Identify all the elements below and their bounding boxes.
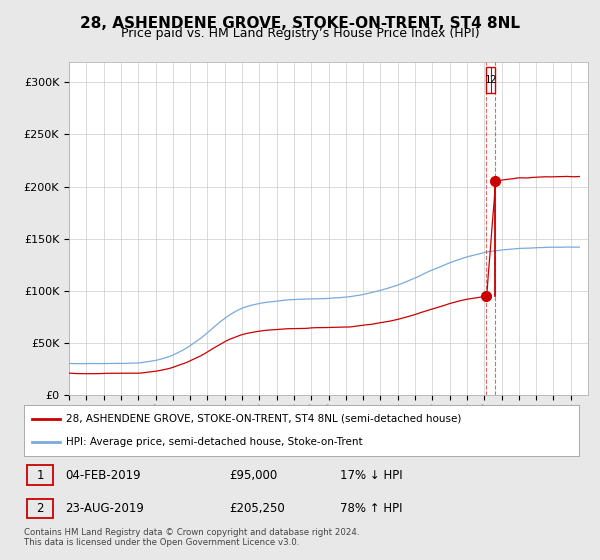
Text: Contains HM Land Registry data © Crown copyright and database right 2024.: Contains HM Land Registry data © Crown c… xyxy=(24,528,359,537)
Bar xyxy=(486,67,495,94)
Text: 04-FEB-2019: 04-FEB-2019 xyxy=(65,469,141,482)
Text: 1: 1 xyxy=(485,75,491,85)
Text: 2: 2 xyxy=(490,75,496,85)
Text: 1: 1 xyxy=(37,469,44,482)
Text: 17% ↓ HPI: 17% ↓ HPI xyxy=(340,469,403,482)
Text: HPI: Average price, semi-detached house, Stoke-on-Trent: HPI: Average price, semi-detached house,… xyxy=(65,437,362,447)
Text: 2: 2 xyxy=(37,502,44,515)
Text: 23-AUG-2019: 23-AUG-2019 xyxy=(65,502,145,515)
Bar xyxy=(27,499,53,518)
Text: 28, ASHENDENE GROVE, STOKE-ON-TRENT, ST4 8NL: 28, ASHENDENE GROVE, STOKE-ON-TRENT, ST4… xyxy=(80,16,520,31)
Bar xyxy=(27,465,53,485)
Text: Price paid vs. HM Land Registry’s House Price Index (HPI): Price paid vs. HM Land Registry’s House … xyxy=(121,27,479,40)
Text: £95,000: £95,000 xyxy=(229,469,278,482)
Text: 78% ↑ HPI: 78% ↑ HPI xyxy=(340,502,403,515)
Text: This data is licensed under the Open Government Licence v3.0.: This data is licensed under the Open Gov… xyxy=(24,538,299,547)
Text: £205,250: £205,250 xyxy=(229,502,285,515)
Text: 28, ASHENDENE GROVE, STOKE-ON-TRENT, ST4 8NL (semi-detached house): 28, ASHENDENE GROVE, STOKE-ON-TRENT, ST4… xyxy=(65,414,461,424)
